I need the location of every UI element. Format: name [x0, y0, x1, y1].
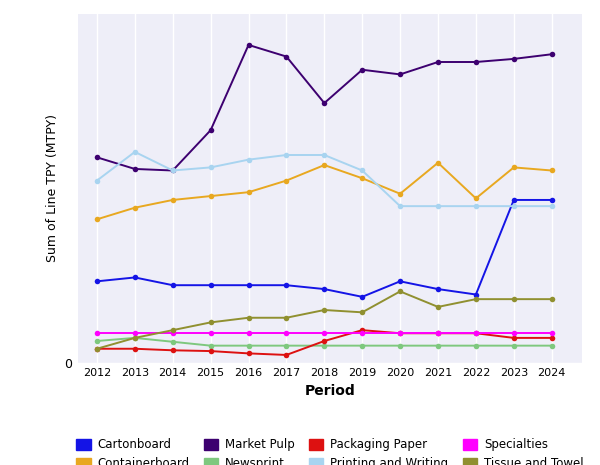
- Legend: Cartonboard, Containerboard, Market Pulp, Newsprint, Packaging Paper, Printing a: Cartonboard, Containerboard, Market Pulp…: [76, 438, 584, 465]
- X-axis label: Period: Period: [305, 384, 355, 398]
- Y-axis label: Sum of Line TPY (MTPY): Sum of Line TPY (MTPY): [46, 114, 59, 262]
